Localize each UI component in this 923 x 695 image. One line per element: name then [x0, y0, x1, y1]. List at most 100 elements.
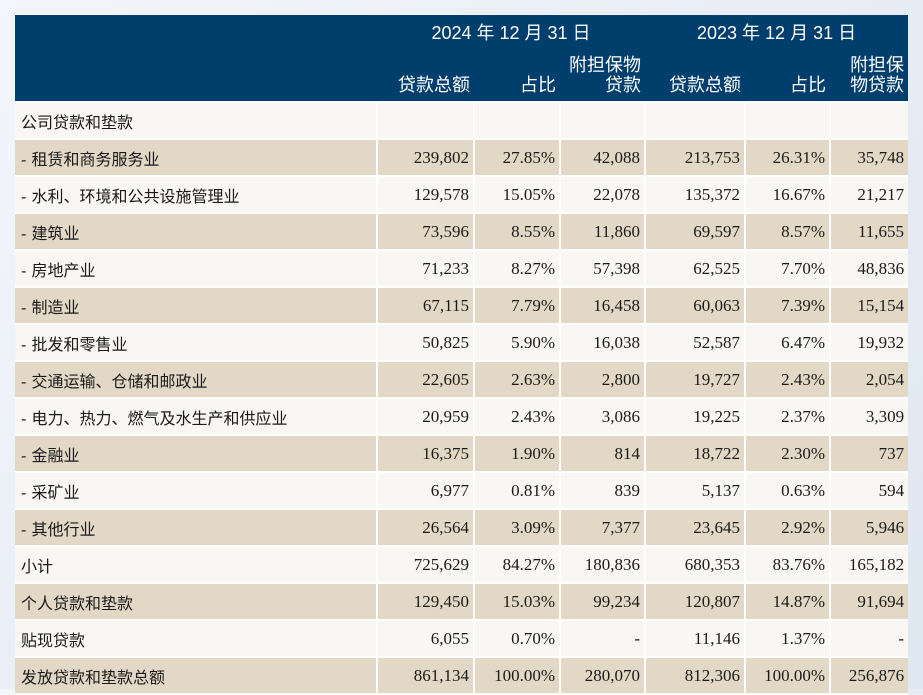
header-col: 占比 [745, 50, 831, 102]
cell-value: 22,605 [376, 360, 475, 399]
cell-value: 3,086 [558, 397, 647, 436]
header-row-columns: 贷款总额 占比 附担保物贷款 贷款总额 占比 附担保物贷款 [15, 50, 909, 102]
cell-value: 100.00% [473, 656, 561, 695]
header-col: 贷款总额 [645, 50, 746, 102]
cell-value: 814 [558, 434, 647, 473]
cell-value: 15.05% [473, 175, 561, 214]
cell-value: 16.67% [744, 175, 832, 214]
cell-value [829, 101, 909, 140]
row-label: 小计 [15, 545, 378, 584]
cell-value: 15,154 [829, 286, 909, 325]
cell-value: 11,655 [829, 212, 909, 251]
cell-value: 7,377 [558, 508, 647, 547]
cell-value: 812,306 [644, 656, 747, 695]
cell-value: 2.37% [744, 397, 832, 436]
cell-value: 239,802 [376, 138, 475, 177]
cell-value: 67,115 [376, 286, 475, 325]
cell-value: 0.81% [473, 471, 561, 510]
row-label: - 采矿业 [15, 471, 378, 510]
cell-value: 3.09% [473, 508, 561, 547]
cell-value: 48,836 [829, 249, 909, 288]
cell-value: 52,587 [644, 323, 747, 362]
cell-value: 2.43% [473, 397, 561, 436]
cell-value: 69,597 [644, 212, 747, 251]
table-row: - 交通运输、仓储和邮政业 22,605 2.63% 2,800 19,727 2.43%… [15, 360, 909, 399]
cell-value: 19,225 [644, 397, 747, 436]
cell-value: 280,070 [558, 656, 647, 695]
cell-value: 84.27% [473, 545, 561, 584]
cell-value: 15.03% [473, 582, 561, 621]
cell-value [558, 101, 647, 140]
cell-value: 135,372 [644, 175, 747, 214]
row-label: - 房地产业 [15, 249, 378, 288]
cell-value: 20,959 [376, 397, 475, 436]
header-col: 附担保物贷款 [560, 50, 646, 102]
cell-value: 22,078 [558, 175, 647, 214]
row-label: 发放贷款和垫款总额 [15, 656, 378, 695]
cell-value: 2.63% [473, 360, 561, 399]
cell-value: 73,596 [376, 212, 475, 251]
cell-value: 35,748 [829, 138, 909, 177]
header-col: 贷款总额 [377, 50, 474, 102]
header-col: 附担保物贷款 [830, 50, 909, 102]
row-label: - 建筑业 [15, 212, 378, 251]
cell-value: 5,946 [829, 508, 909, 547]
cell-value: 8.55% [473, 212, 561, 251]
cell-value: 256,876 [829, 656, 909, 695]
row-label: - 租赁和商务服务业 [15, 138, 378, 177]
table-row: - 租赁和商务服务业 239,802 27.85% 42,088 213,753 26.3… [15, 138, 909, 177]
row-label: 公司贷款和垫款 [15, 101, 378, 140]
table-row: - 批发和零售业 50,825 5.90% 16,038 52,587 6.47% 19,9… [15, 323, 909, 362]
cell-value: 26.31% [744, 138, 832, 177]
cell-value: 213,753 [644, 138, 747, 177]
cell-value: 11,146 [644, 619, 747, 658]
cell-value: 3,309 [829, 397, 909, 436]
cell-value: 16,458 [558, 286, 647, 325]
cell-value: 26,564 [376, 508, 475, 547]
row-label: - 电力、热力、燃气及水生产和供应业 [15, 397, 378, 436]
cell-value [744, 101, 832, 140]
cell-value [644, 101, 747, 140]
cell-value: 100.00% [744, 656, 832, 695]
cell-value: 7.70% [744, 249, 832, 288]
header-period-2024: 2024 年 12 月 31 日 [377, 15, 646, 50]
cell-value: 57,398 [558, 249, 647, 288]
cell-value [376, 101, 475, 140]
cell-value [473, 101, 561, 140]
cell-value: 165,182 [829, 545, 909, 584]
cell-value: 19,932 [829, 323, 909, 362]
cell-value: 1.90% [473, 434, 561, 473]
table-row: - 制造业 67,115 7.79% 16,458 60,063 7.39% 15,154 [15, 286, 909, 325]
table-row: 个人贷款和垫款 129,450 15.03% 99,234 120,807 14.87% 9… [15, 582, 909, 621]
table-row: - 金融业 16,375 1.90% 814 18,722 2.30% 737 [15, 434, 909, 473]
table-row: - 建筑业 73,596 8.55% 11,860 69,597 8.57% 11,655 [15, 212, 909, 251]
cell-value: 839 [558, 471, 647, 510]
cell-value: 6,977 [376, 471, 475, 510]
cell-value: 129,450 [376, 582, 475, 621]
cell-value: 737 [829, 434, 909, 473]
cell-value: 62,525 [644, 249, 747, 288]
row-label: 贴现贷款 [15, 619, 378, 658]
cell-value: 16,038 [558, 323, 647, 362]
table-row: 小计 725,629 84.27% 180,836 680,353 83.76% 165,1… [15, 545, 909, 584]
row-label: - 交通运输、仓储和邮政业 [15, 360, 378, 399]
cell-value: 180,836 [558, 545, 647, 584]
table-row: - 其他行业 26,564 3.09% 7,377 23,645 2.92% 5,946 [15, 508, 909, 547]
cell-value: 2,800 [558, 360, 647, 399]
cell-value: - [829, 619, 909, 658]
table-row: 发放贷款和垫款总额 861,134 100.00% 280,070 812,306 100… [15, 656, 909, 695]
row-label: - 水利、环境和公共设施管理业 [15, 175, 378, 214]
cell-value: 129,578 [376, 175, 475, 214]
table-row: - 采矿业 6,977 0.81% 839 5,137 0.63% 594 [15, 471, 909, 510]
cell-value: 23,645 [644, 508, 747, 547]
cell-value: 14.87% [744, 582, 832, 621]
table-row: - 水利、环境和公共设施管理业 129,578 15.05% 22,078 135,37… [15, 175, 909, 214]
cell-value: 861,134 [376, 656, 475, 695]
cell-value: 11,860 [558, 212, 647, 251]
row-label: - 制造业 [15, 286, 378, 325]
table-row: - 电力、热力、燃气及水生产和供应业 20,959 2.43% 3,086 19,225… [15, 397, 909, 436]
cell-value: 1.37% [744, 619, 832, 658]
cell-value: 7.79% [473, 286, 561, 325]
cell-value: 91,694 [829, 582, 909, 621]
header-blank [15, 15, 377, 50]
